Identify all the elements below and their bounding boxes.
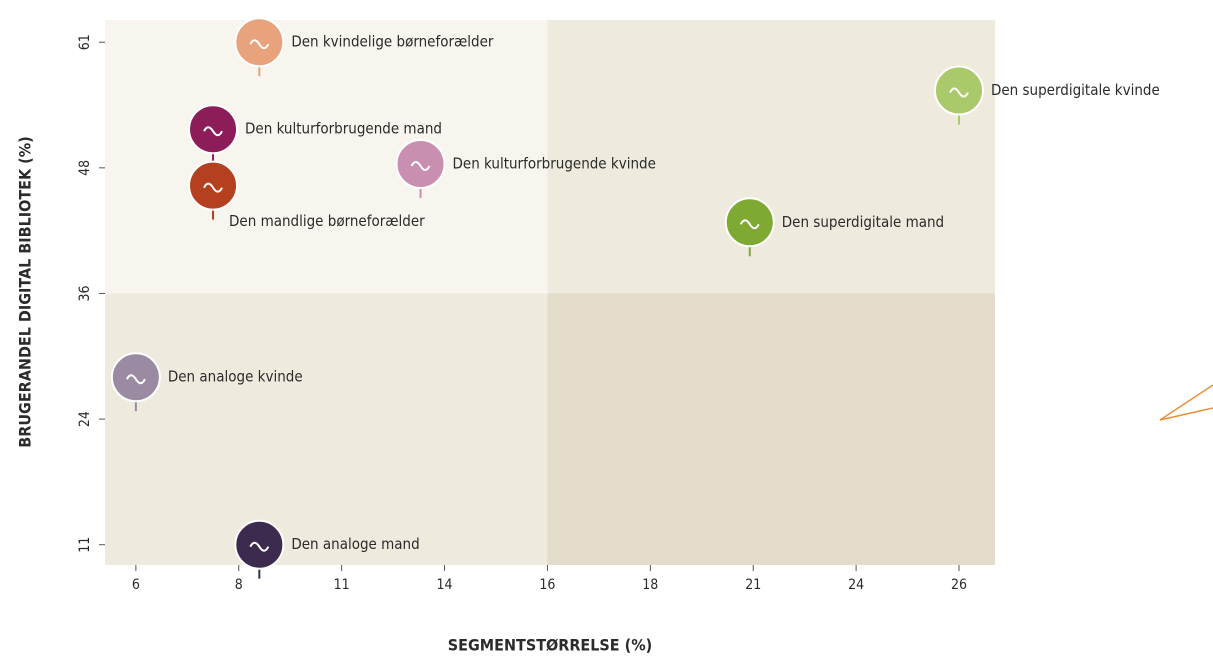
quadrant bbox=[547, 293, 995, 565]
x-tick-label: 21 bbox=[745, 577, 761, 593]
y-tick-label: 36 bbox=[77, 285, 93, 301]
icon bbox=[949, 87, 969, 98]
decoration bbox=[1159, 384, 1213, 421]
x-axis-label: SEGMENTSTØRRELSE (%) bbox=[448, 636, 652, 655]
point-label: Den kulturforbrugende mand bbox=[245, 120, 442, 138]
y-tick-label: 11 bbox=[77, 537, 93, 553]
icon bbox=[249, 541, 270, 552]
quadrant bbox=[105, 293, 548, 565]
icon bbox=[739, 219, 760, 230]
point-label: Den mandlige børneforælder bbox=[229, 212, 425, 230]
icon bbox=[410, 161, 431, 171]
y-tick-label: 61 bbox=[77, 34, 93, 50]
y-axis-label: BRUGERANDEL DIGITAL BIBLIOTEK (%) bbox=[16, 136, 35, 447]
point-label: Den superdigitale kvinde bbox=[991, 81, 1160, 99]
point-label: Den superdigitale mand bbox=[782, 213, 944, 231]
point bbox=[188, 160, 239, 211]
point bbox=[234, 17, 285, 68]
point bbox=[188, 104, 239, 155]
icon bbox=[125, 374, 146, 385]
quadrant bbox=[547, 20, 995, 294]
plot-background bbox=[105, 20, 995, 565]
quadrant bbox=[105, 20, 548, 294]
decoration bbox=[1159, 407, 1213, 421]
point-label: Den kvindelige børneforælder bbox=[291, 33, 494, 51]
x-tick-label: 8 bbox=[235, 577, 243, 593]
point-label: Den analoge kvinde bbox=[168, 368, 303, 386]
point bbox=[933, 65, 984, 116]
x-tick-label: 11 bbox=[334, 577, 350, 593]
x-tick-label: 24 bbox=[848, 577, 864, 593]
y-tick-label: 48 bbox=[77, 160, 93, 176]
icon bbox=[203, 182, 223, 193]
y-tick-label: 24 bbox=[77, 411, 93, 427]
point bbox=[724, 197, 775, 248]
point bbox=[234, 519, 285, 570]
icon bbox=[249, 39, 270, 50]
x-tick-label: 6 bbox=[132, 577, 140, 593]
icon bbox=[203, 126, 223, 137]
point-label: Den analoge mand bbox=[291, 535, 419, 553]
point bbox=[395, 138, 446, 189]
x-tick-label: 16 bbox=[539, 577, 555, 593]
x-tick-label: 18 bbox=[642, 577, 658, 593]
x-tick-label: 26 bbox=[951, 577, 967, 593]
point-label: Den kulturforbrugende kvinde bbox=[453, 154, 656, 172]
point bbox=[110, 352, 161, 403]
x-tick-label: 14 bbox=[437, 577, 453, 593]
